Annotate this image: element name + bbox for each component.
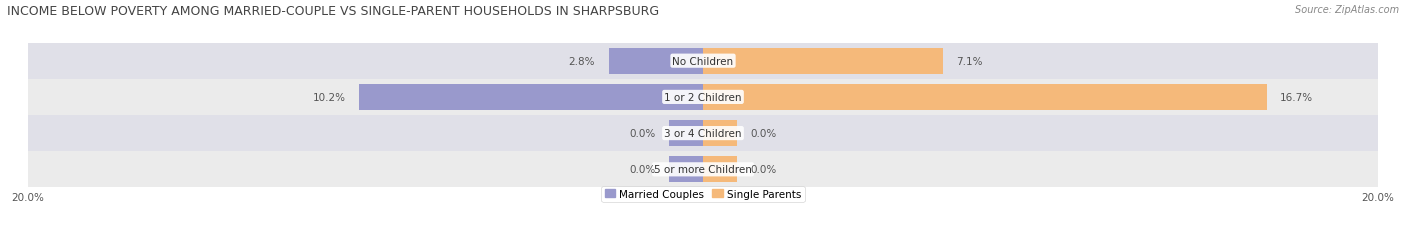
Text: 10.2%: 10.2% bbox=[312, 92, 346, 103]
Text: No Children: No Children bbox=[672, 56, 734, 66]
Text: Source: ZipAtlas.com: Source: ZipAtlas.com bbox=[1295, 5, 1399, 15]
Bar bbox=[28, 152, 1378, 188]
Legend: Married Couples, Single Parents: Married Couples, Single Parents bbox=[602, 186, 804, 202]
Text: 0.0%: 0.0% bbox=[630, 165, 655, 175]
Text: 0.0%: 0.0% bbox=[630, 128, 655, 139]
Text: 7.1%: 7.1% bbox=[956, 56, 983, 66]
Bar bbox=[669, 157, 703, 182]
Text: 2.8%: 2.8% bbox=[568, 56, 595, 66]
Text: 5 or more Children: 5 or more Children bbox=[654, 165, 752, 175]
Text: 3 or 4 Children: 3 or 4 Children bbox=[664, 128, 742, 139]
Bar bbox=[609, 49, 703, 74]
Bar bbox=[28, 79, 1378, 116]
Bar bbox=[28, 116, 1378, 152]
Text: 0.0%: 0.0% bbox=[751, 128, 776, 139]
Text: 16.7%: 16.7% bbox=[1279, 92, 1313, 103]
Bar bbox=[703, 85, 1267, 110]
Text: 1 or 2 Children: 1 or 2 Children bbox=[664, 92, 742, 103]
Bar bbox=[28, 43, 1378, 79]
Text: 0.0%: 0.0% bbox=[751, 165, 776, 175]
Bar bbox=[703, 121, 737, 146]
Bar bbox=[359, 85, 703, 110]
Bar bbox=[703, 49, 942, 74]
Bar bbox=[669, 121, 703, 146]
Bar bbox=[703, 157, 737, 182]
Text: INCOME BELOW POVERTY AMONG MARRIED-COUPLE VS SINGLE-PARENT HOUSEHOLDS IN SHARPSB: INCOME BELOW POVERTY AMONG MARRIED-COUPL… bbox=[7, 5, 659, 18]
